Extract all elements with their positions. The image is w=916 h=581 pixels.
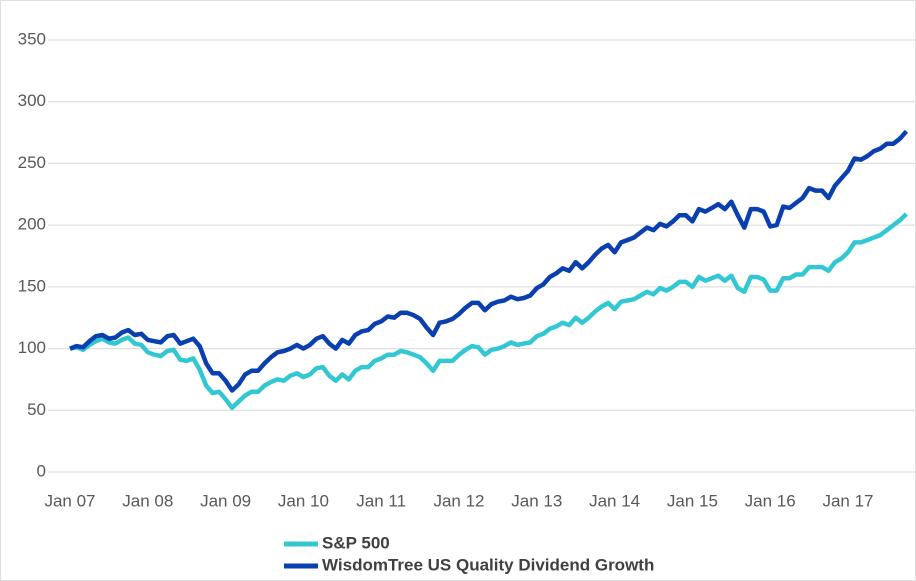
legend-text: S&P 500 bbox=[322, 533, 390, 552]
x-tick-label: Jan 14 bbox=[589, 491, 640, 510]
x-tick-label: Jan 12 bbox=[433, 491, 484, 510]
y-tick-label: 200 bbox=[18, 215, 46, 234]
x-tick-label: Jan 16 bbox=[745, 491, 796, 510]
x-tick-label: Jan 08 bbox=[122, 491, 173, 510]
y-tick-label: 250 bbox=[18, 153, 46, 172]
y-tick-label: 300 bbox=[18, 91, 46, 110]
x-tick-label: Jan 13 bbox=[511, 491, 562, 510]
x-tick-label: Jan 15 bbox=[667, 491, 718, 510]
y-tick-label: 350 bbox=[18, 29, 46, 48]
y-tick-label: 150 bbox=[18, 276, 46, 295]
y-tick-label: 0 bbox=[37, 461, 46, 480]
x-tick-label: Jan 11 bbox=[356, 491, 406, 510]
legend-text: WisdomTree US Quality Dividend Growth bbox=[322, 555, 654, 574]
x-tick-label: Jan 10 bbox=[278, 491, 329, 510]
y-tick-label: 50 bbox=[27, 400, 46, 419]
series-line bbox=[69, 212, 908, 411]
series-line bbox=[69, 129, 909, 393]
x-tick-label: Jan 07 bbox=[44, 491, 95, 510]
x-tick-label: Jan 09 bbox=[200, 491, 251, 510]
y-tick-label: 100 bbox=[18, 338, 46, 357]
x-tick-label: Jan 17 bbox=[822, 491, 873, 510]
